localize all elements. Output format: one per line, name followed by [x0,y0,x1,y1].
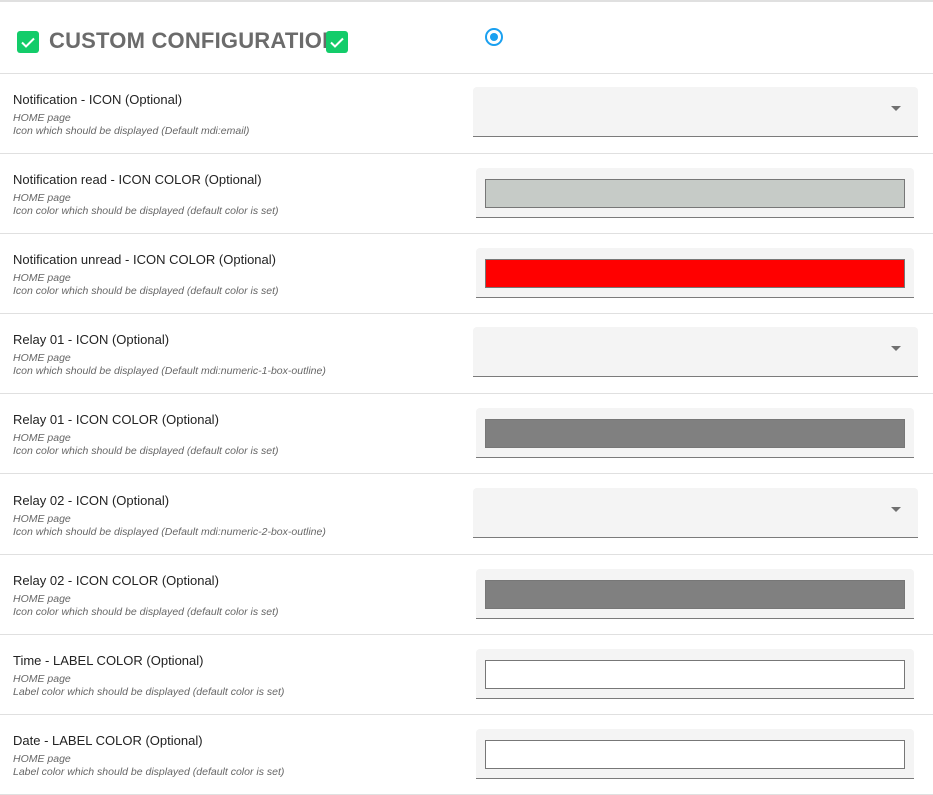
dropdown-arrow-icon [891,346,901,352]
field-description: HOME page Icon color which should be disp… [13,432,279,458]
config-row: Notification read - ICON COLOR (Optional… [0,154,933,235]
config-row: Time - LABEL COLOR (Optional) HOME page L… [0,635,933,715]
field-description: HOME page Icon color which should be disp… [13,192,279,218]
config-row: Date - LABEL COLOR (Optional) HOME page L… [0,715,933,795]
field-label: Relay 02 - ICON (Optional) [13,492,170,508]
config-row: Notification - ICON (Optional) HOME page… [0,74,933,154]
icon-select[interactable] [473,87,918,137]
section-title: CUSTOM CONFIGURATION [49,28,339,53]
field-label: Relay 02 - ICON COLOR (Optional) [13,572,219,588]
field-description: HOME page Label color which should be dis… [13,673,284,699]
field-label: Notification read - ICON COLOR (Optional… [13,172,262,188]
enable-radio[interactable] [485,28,503,46]
color-swatch[interactable] [485,579,905,609]
field-help: Label color which should be displayed (d… [13,765,285,778]
field-label: Time - LABEL COLOR (Optional) [13,652,204,668]
field-help: Icon color which should be displayed (de… [13,205,279,218]
field-page: HOME page [13,592,71,605]
field-help: Icon which should be displayed (Default … [13,525,326,538]
field-page: HOME page [13,352,71,365]
field-page: HOME page [13,192,71,205]
field-description: HOME page Icon which should be displayed … [13,112,249,138]
color-swatch[interactable] [485,259,905,289]
check-box-icon [326,31,348,53]
field-help: Icon color which should be displayed (de… [13,445,279,458]
field-page: HOME page [13,512,71,525]
field-page: HOME page [13,112,71,124]
dropdown-arrow-icon [891,506,901,512]
config-row: Relay 02 - ICON COLOR (Optional) HOME pa… [0,555,933,635]
field-help: Icon which should be displayed (Default … [13,365,326,378]
field-help: Icon color which should be displayed (de… [13,605,279,618]
field-label: Notification unread - ICON COLOR (Option… [13,252,276,268]
section-header: CUSTOM CONFIGURATION [0,2,933,74]
field-page: HOME page [13,272,71,285]
color-field[interactable] [476,408,914,459]
color-field[interactable] [476,248,914,299]
top-divider [0,0,933,2]
color-swatch[interactable] [485,739,905,769]
color-field[interactable] [476,728,914,779]
color-swatch[interactable] [485,179,905,209]
config-row: Notification unread - ICON COLOR (Option… [0,234,933,315]
field-description: HOME page Icon which should be displayed … [13,513,326,539]
field-help: Label color which should be displayed (d… [13,685,285,698]
field-label: Notification - ICON (Optional) [13,92,183,107]
field-page: HOME page [13,672,71,685]
check-box-icon [17,31,39,53]
icon-select[interactable] [473,487,918,538]
icon-select[interactable] [473,327,918,378]
field-description: HOME page Icon color which should be disp… [13,593,279,619]
color-swatch[interactable] [485,419,905,449]
field-label: Date - LABEL COLOR (Optional) [13,732,203,748]
field-page: HOME page [13,432,71,445]
config-row: Relay 01 - ICON COLOR (Optional) HOME pa… [0,394,933,475]
config-row: Relay 01 - ICON (Optional) HOME page Icon… [0,314,933,395]
color-field[interactable] [476,568,914,619]
field-help: Icon which should be displayed (Default … [13,125,250,137]
config-row: Relay 02 - ICON (Optional) HOME page Icon… [0,475,933,555]
field-label: Relay 01 - ICON (Optional) [13,332,170,348]
field-description: HOME page Icon color which should be disp… [13,272,279,298]
color-swatch[interactable] [485,659,905,689]
field-help: Icon color which should be displayed (de… [13,285,279,298]
field-description: HOME page Icon which should be displayed … [13,352,326,378]
field-page: HOME page [13,752,71,765]
color-field[interactable] [476,648,914,699]
field-label: Relay 01 - ICON COLOR (Optional) [13,412,219,428]
dropdown-arrow-icon [891,106,901,111]
color-field[interactable] [476,168,914,219]
field-description: HOME page Label color which should be dis… [13,753,284,779]
